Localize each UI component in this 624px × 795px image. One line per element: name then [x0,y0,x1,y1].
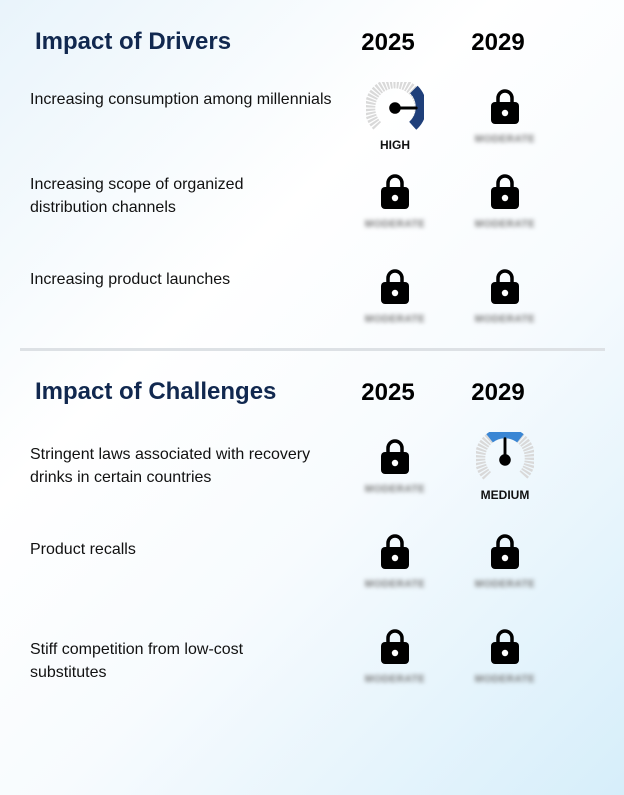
drivers-section: Impact of Drivers 2025 2029 Increasing c… [0,0,624,345]
gauge-medium-label: MEDIUM [480,488,530,502]
driver-millennials-2025-gauge: HIGH [355,82,435,158]
lock-icon [491,534,519,569]
gauge-high-icon [366,82,424,130]
lock-icon [381,269,409,304]
blurred-value: MODERATE [364,579,426,590]
gauge-medium-icon [476,432,534,480]
lock-icon [491,629,519,664]
challenge-competition-2025-locked[interactable]: MODERATE [355,628,435,698]
challenge-label-competition: Stiff competition from low-cost substitu… [30,641,244,681]
driver-millennials-2029-locked[interactable]: MODERATE [465,88,545,158]
driver-launches-2025-locked[interactable]: MODERATE [355,268,435,338]
drivers-title: Impact of Drivers [35,28,232,55]
gauge-high-label: HIGH [380,138,410,152]
driver-label-distribution: Increasing scope of organized distributi… [30,176,244,216]
driver-distribution-2029-locked[interactable]: MODERATE [465,173,545,243]
drivers-year-2025: 2025 [361,29,415,56]
lock-icon [381,439,409,474]
blurred-value: MODERATE [364,484,426,495]
challenges-year-2029: 2029 [471,379,525,406]
blurred-value: MODERATE [474,134,536,145]
challenges-year-2025: 2025 [361,379,415,406]
challenge-competition-2029-locked[interactable]: MODERATE [465,628,545,698]
drivers-year-2029: 2029 [471,29,525,56]
blurred-value: MODERATE [474,314,536,325]
challenge-laws-2025-locked[interactable]: MODERATE [355,438,435,508]
blurred-value: MODERATE [364,674,426,685]
driver-label-launches: Increasing product launches [30,271,231,288]
section-divider [20,348,605,351]
lock-icon [491,174,519,209]
blurred-value: MODERATE [474,579,536,590]
challenge-laws-2029-gauge: MEDIUM [465,432,545,508]
challenge-label-recalls: Product recalls [30,541,136,558]
challenge-recalls-2025-locked[interactable]: MODERATE [355,533,435,603]
blurred-value: MODERATE [474,674,536,685]
lock-icon [381,534,409,569]
challenge-label-laws: Stringent laws associated with recovery … [30,446,311,486]
challenge-recalls-2029-locked[interactable]: MODERATE [465,533,545,603]
driver-launches-2029-locked[interactable]: MODERATE [465,268,545,338]
challenges-title: Impact of Challenges [35,378,277,405]
lock-icon [381,629,409,664]
lock-icon [491,89,519,124]
blurred-value: MODERATE [364,219,426,230]
lock-icon [491,269,519,304]
driver-label-millennials: Increasing consumption among millennials [30,91,332,108]
lock-icon [381,174,409,209]
driver-distribution-2025-locked[interactable]: MODERATE [355,173,435,243]
blurred-value: MODERATE [474,219,536,230]
blurred-value: MODERATE [364,314,426,325]
